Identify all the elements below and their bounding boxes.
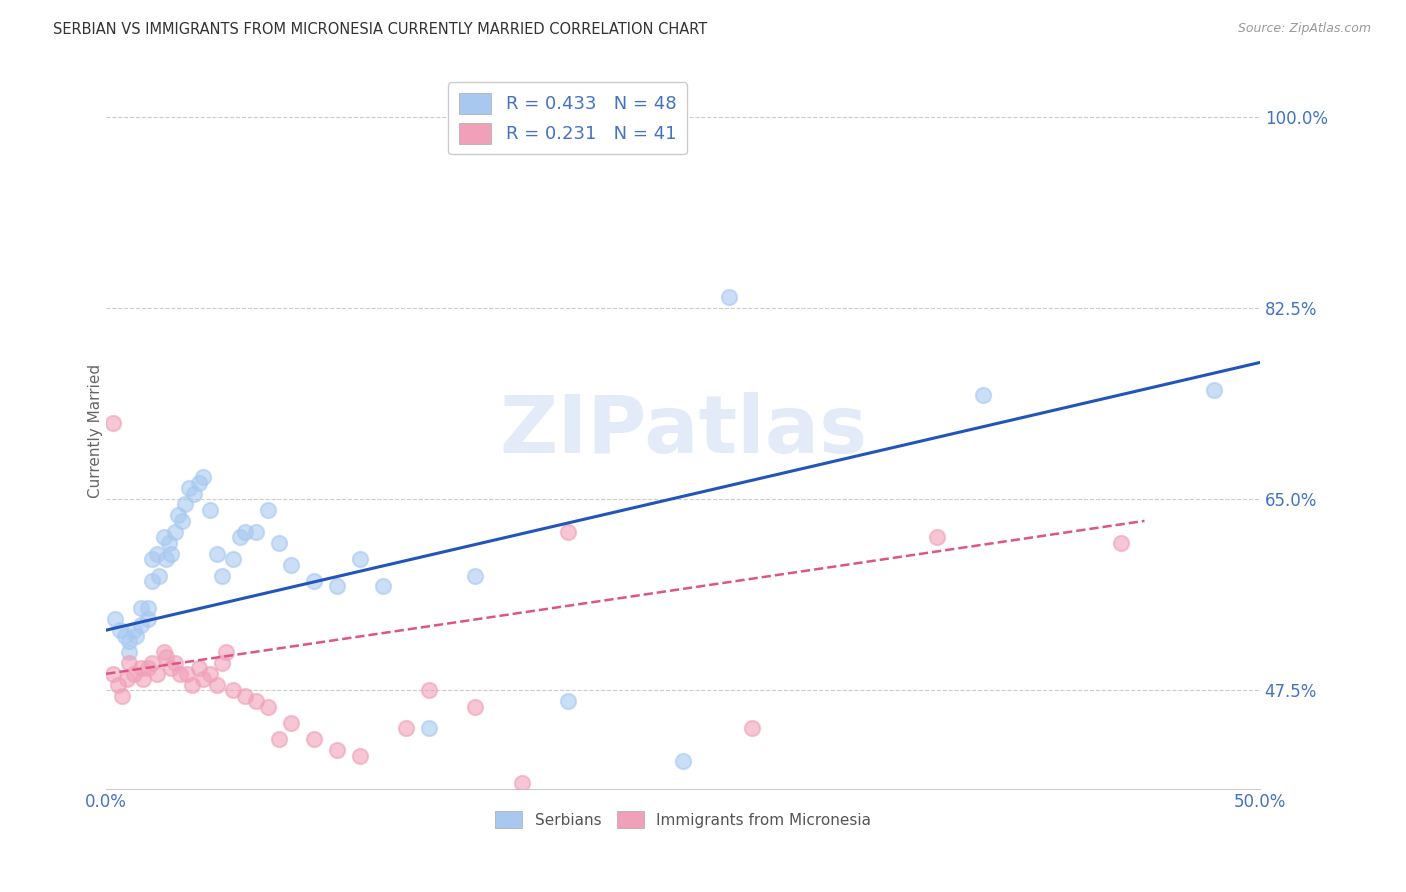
Point <box>211 568 233 582</box>
Point <box>122 666 145 681</box>
Point <box>129 661 152 675</box>
Point <box>101 416 124 430</box>
Point <box>136 661 159 675</box>
Point <box>302 732 325 747</box>
Point <box>169 666 191 681</box>
Point <box>155 650 177 665</box>
Point <box>198 503 221 517</box>
Point <box>302 574 325 588</box>
Point <box>395 722 418 736</box>
Point <box>153 645 176 659</box>
Point <box>148 568 170 582</box>
Point <box>136 601 159 615</box>
Point <box>172 514 194 528</box>
Point <box>141 574 163 588</box>
Point <box>129 601 152 615</box>
Point <box>245 694 267 708</box>
Text: SERBIAN VS IMMIGRANTS FROM MICRONESIA CURRENTLY MARRIED CORRELATION CHART: SERBIAN VS IMMIGRANTS FROM MICRONESIA CU… <box>53 22 707 37</box>
Point <box>111 689 134 703</box>
Point <box>183 486 205 500</box>
Point <box>118 656 141 670</box>
Point <box>349 552 371 566</box>
Point <box>718 290 741 304</box>
Point <box>118 645 141 659</box>
Point <box>1111 535 1133 549</box>
Point <box>557 524 579 539</box>
Point <box>104 612 127 626</box>
Point <box>256 699 278 714</box>
Point <box>256 503 278 517</box>
Point <box>557 694 579 708</box>
Point <box>418 683 440 698</box>
Point <box>101 666 124 681</box>
Point <box>215 645 238 659</box>
Point <box>972 388 994 402</box>
Point <box>129 617 152 632</box>
Point <box>1202 383 1225 397</box>
Point <box>198 666 221 681</box>
Point <box>233 524 256 539</box>
Point <box>166 508 188 523</box>
Point <box>141 552 163 566</box>
Point <box>132 673 155 687</box>
Point <box>191 470 214 484</box>
Point <box>179 481 201 495</box>
Point <box>125 629 148 643</box>
Y-axis label: Currently Married: Currently Married <box>87 364 103 498</box>
Point <box>136 612 159 626</box>
Point <box>418 722 440 736</box>
Point <box>180 678 202 692</box>
Point <box>191 673 214 687</box>
Text: ZIPatlas: ZIPatlas <box>499 392 868 470</box>
Point <box>107 678 129 692</box>
Point <box>326 743 349 757</box>
Point <box>464 568 486 582</box>
Point <box>122 623 145 637</box>
Point <box>280 716 302 731</box>
Point <box>222 683 245 698</box>
Point <box>160 547 183 561</box>
Point <box>173 498 195 512</box>
Point <box>326 579 349 593</box>
Point <box>222 552 245 566</box>
Text: Source: ZipAtlas.com: Source: ZipAtlas.com <box>1237 22 1371 36</box>
Point <box>269 732 291 747</box>
Point <box>269 535 291 549</box>
Point <box>245 524 267 539</box>
Point <box>371 579 394 593</box>
Legend: Serbians, Immigrants from Micronesia: Serbians, Immigrants from Micronesia <box>489 805 877 835</box>
Point <box>141 656 163 670</box>
Point <box>211 656 233 670</box>
Point <box>741 722 763 736</box>
Point <box>153 530 176 544</box>
Point <box>115 673 138 687</box>
Point <box>114 629 136 643</box>
Point <box>146 547 169 561</box>
Point <box>176 666 198 681</box>
Point <box>510 776 533 790</box>
Point <box>229 530 252 544</box>
Point <box>187 475 209 490</box>
Point <box>925 530 948 544</box>
Point <box>108 623 131 637</box>
Point <box>165 656 187 670</box>
Point <box>165 524 187 539</box>
Point <box>205 678 228 692</box>
Point <box>157 535 180 549</box>
Point <box>672 754 695 768</box>
Point <box>280 558 302 572</box>
Point <box>160 661 183 675</box>
Point <box>187 661 209 675</box>
Point <box>205 547 228 561</box>
Point <box>155 552 177 566</box>
Point <box>146 666 169 681</box>
Point <box>233 689 256 703</box>
Point <box>118 634 141 648</box>
Point <box>349 748 371 763</box>
Point <box>464 699 486 714</box>
